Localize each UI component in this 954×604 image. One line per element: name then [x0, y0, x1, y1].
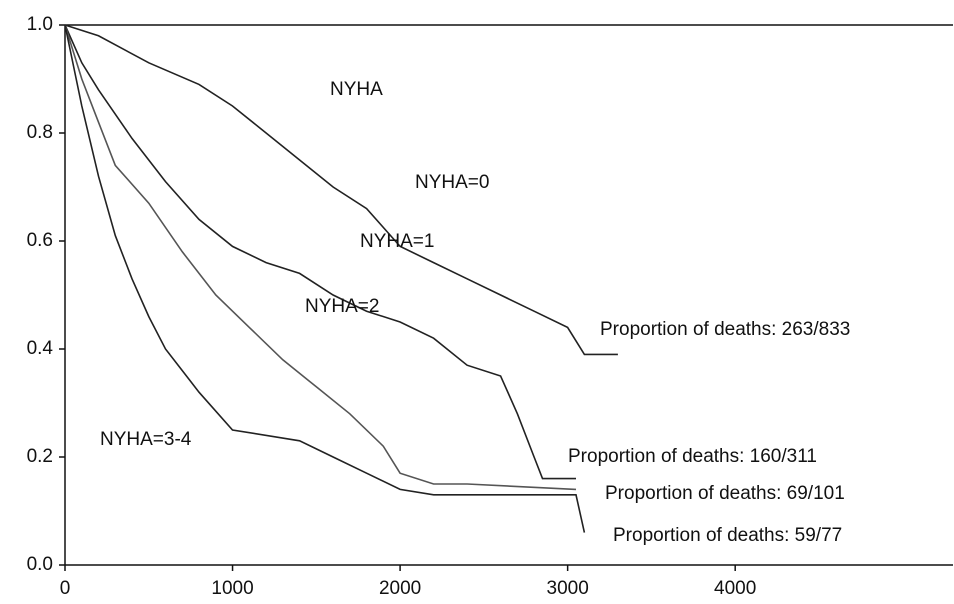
y-tick-label: 0.8 — [27, 122, 53, 143]
annotation: Proportion of deaths: 160/311 — [568, 446, 817, 467]
y-tick-label: 0.4 — [27, 338, 54, 359]
annotation: NYHA — [330, 79, 383, 100]
y-tick-label: 1.0 — [27, 14, 53, 35]
x-tick-label: 4000 — [714, 578, 756, 599]
annotation: Proportion of deaths: 263/833 — [600, 319, 850, 340]
annotation: Proportion of deaths: 69/101 — [605, 483, 845, 504]
annotation: NYHA=1 — [360, 231, 434, 252]
x-tick-label: 2000 — [379, 578, 421, 599]
y-tick-label: 0.2 — [27, 446, 53, 467]
annotation: Proportion of deaths: 59/77 — [613, 525, 842, 546]
survival-line — [64, 24, 577, 491]
annotation: NYHA=3-4 — [100, 429, 192, 450]
annotation: NYHA=2 — [305, 296, 379, 317]
x-tick-label: 3000 — [547, 578, 589, 599]
survival-line — [64, 24, 586, 533]
survival-line — [64, 24, 576, 480]
x-tick-label: 1000 — [211, 578, 253, 599]
y-tick-label: 0.0 — [27, 554, 53, 575]
annotation: NYHA=0 — [415, 172, 489, 193]
y-tick-label: 0.6 — [27, 230, 53, 251]
survival-line — [64, 24, 618, 356]
x-tick-label: 0 — [60, 578, 71, 599]
